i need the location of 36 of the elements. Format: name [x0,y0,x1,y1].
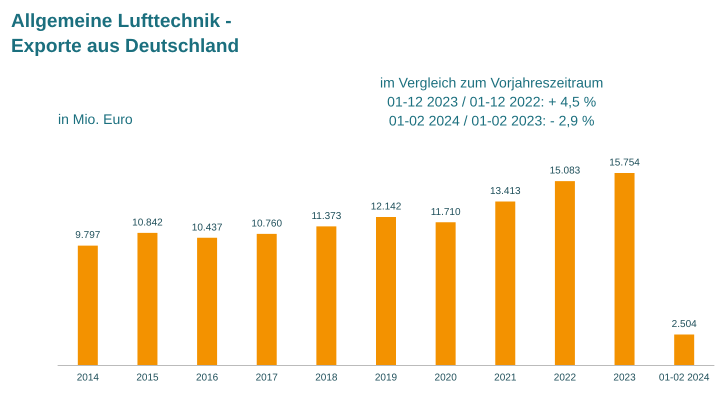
bar [137,232,158,365]
data-label: 15.754 [609,158,640,168]
x-tick-label: 01-02 2024 [658,372,710,384]
bar [316,226,336,365]
x-tick-label: 2017 [256,372,278,384]
bar [674,334,694,365]
y-axis-title: in Mio. Euro [58,111,133,127]
data-label: 11.710 [430,206,461,218]
chart-title: Allgemeine Lufttechnik - Exporte aus Deutschland [11,11,240,57]
x-tick-label: 2021 [494,372,517,384]
x-tick-label: 2022 [554,372,576,384]
text: im Vergleich zum Vorjahreszeitraum 01-12 2023 / 01-12 2022: + 4,5 % 01-02 2024 / 01-02 2023: - 2,9 % [380,74,604,128]
x-tick-label: 2020 [434,372,458,384]
data-label: 10.760 [251,218,282,230]
x-tick-label: 2023 [613,372,636,384]
bar [376,217,396,365]
bar [554,181,575,365]
data-label: 13.413 [490,186,521,198]
data-label: 9.797 [75,230,101,242]
data-label: 2.504 [672,318,698,330]
x-tick-label: 2019 [374,372,398,384]
bar [495,202,516,365]
data-label: 10.842 [132,217,164,228]
x-tick-label: 2018 [315,372,338,384]
x-tick-label: 2014 [76,372,100,384]
bar [78,246,98,365]
data-label: 12.142 [370,202,402,213]
data-label: 10.437 [192,222,223,234]
x-tick-label: 2016 [196,372,219,384]
data-label: 15.083 [550,166,581,177]
bar [436,222,456,365]
x-tick-label: 2015 [136,372,160,384]
bar [614,173,635,365]
data-label: 11.373 [311,210,342,222]
bar [197,238,218,365]
bar [256,234,277,365]
